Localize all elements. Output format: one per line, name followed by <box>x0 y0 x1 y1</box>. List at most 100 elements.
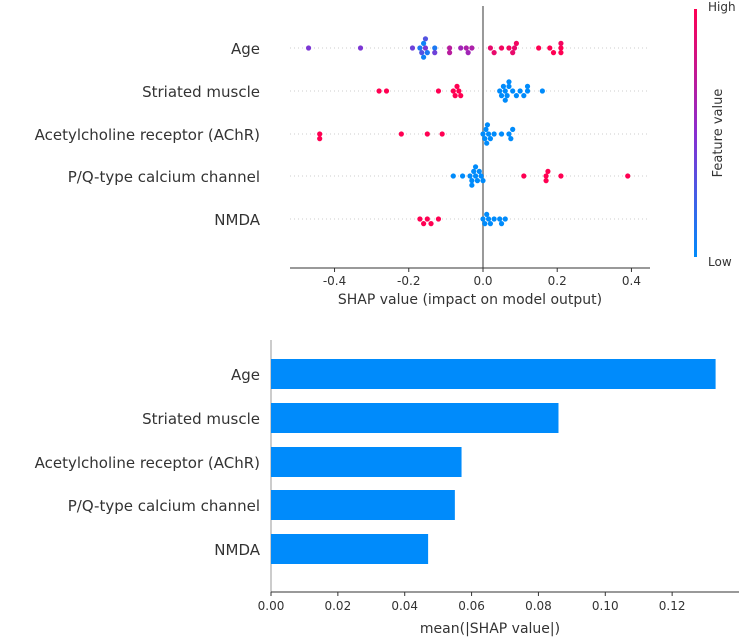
shap-point <box>417 45 423 51</box>
shap-point <box>502 88 508 94</box>
category-label: P/Q-type calcium channel <box>68 497 260 515</box>
shap-point <box>536 45 542 51</box>
shap-point <box>502 97 508 103</box>
shap-point <box>471 168 477 174</box>
shap-point <box>543 173 549 179</box>
shap-point <box>421 221 427 227</box>
shap-point <box>498 45 505 51</box>
shap-point <box>497 88 503 94</box>
shap-point <box>558 40 564 47</box>
x-tick-label: 0.10 <box>592 599 619 613</box>
shap-point <box>469 178 475 184</box>
shap-point <box>484 211 490 217</box>
shap-point <box>417 216 423 222</box>
shap-point <box>421 54 427 60</box>
shap-point <box>511 45 518 51</box>
feature-label: Age <box>231 40 260 58</box>
shap-point <box>432 45 438 51</box>
shap-point <box>305 45 312 51</box>
shap-point <box>432 50 438 56</box>
shap-point <box>458 93 464 99</box>
x-tick-label: 0.08 <box>525 599 552 613</box>
x-tick-label: -0.2 <box>397 274 420 288</box>
shap-point <box>317 136 323 142</box>
shap-point <box>483 126 489 132</box>
shap-point <box>424 131 430 137</box>
colorbar <box>694 9 697 257</box>
feature-label: Acetylcholine receptor (AChR) <box>35 126 260 144</box>
shap-point <box>480 216 486 222</box>
shap-point <box>469 182 475 188</box>
x-tick-label: -0.4 <box>323 274 346 288</box>
bar <box>271 359 716 389</box>
feature-label: NMDA <box>214 211 260 229</box>
beeswarm-plot: Age Striated muscle Acetylcholine receptor… <box>35 0 736 308</box>
shap-point <box>357 45 364 51</box>
shap-point <box>456 88 462 94</box>
shap-point <box>500 83 507 89</box>
x-tick-label: 0.0 <box>473 274 492 288</box>
shap-point <box>472 164 479 170</box>
feature-label: P/Q-type calcium channel <box>68 168 260 186</box>
shap-point <box>517 88 523 94</box>
x-tick-label: 0.02 <box>324 599 351 613</box>
colorbar-high-label: High <box>708 0 736 14</box>
shap-point <box>450 173 456 179</box>
shap-point <box>625 173 631 179</box>
x-tick-label: 0.12 <box>659 599 686 613</box>
shap-point <box>558 50 564 56</box>
bar <box>271 534 429 564</box>
shap-point <box>424 50 430 56</box>
shap-point <box>497 216 503 222</box>
colorbar-label: Feature value <box>711 89 726 178</box>
category-label: Striated muscle <box>142 410 260 428</box>
shap-point <box>317 131 323 137</box>
shap-point <box>545 168 551 174</box>
shap-point <box>491 50 497 56</box>
shap-point <box>435 216 442 222</box>
x-tick-label: 0.00 <box>258 599 285 613</box>
shap-point <box>459 173 466 179</box>
shap-point <box>446 50 453 56</box>
shap-point <box>524 83 531 89</box>
shap-point <box>484 122 491 128</box>
bar <box>271 447 462 477</box>
shap-point <box>498 131 505 137</box>
shap-point <box>510 126 516 132</box>
shap-point <box>508 136 514 142</box>
shap-point <box>510 88 516 94</box>
shap-point <box>398 131 404 137</box>
shap-point <box>480 178 486 184</box>
category-label: Age <box>231 366 260 384</box>
shap-point <box>521 93 527 99</box>
shap-point <box>422 36 429 42</box>
shap-point <box>446 45 453 51</box>
shap-point <box>485 216 492 222</box>
shap-point <box>419 50 425 56</box>
shap-point <box>539 88 545 94</box>
shap-point <box>498 221 505 227</box>
shap-point <box>506 79 512 85</box>
shap-point <box>467 173 473 179</box>
shap-point <box>476 168 482 174</box>
shap-point <box>504 93 510 99</box>
shap-point <box>439 131 445 137</box>
shap-point <box>487 45 494 51</box>
shap-point <box>524 88 531 94</box>
shap-point <box>383 88 390 94</box>
x-tick-label: 0.06 <box>458 599 485 613</box>
bar <box>271 403 559 433</box>
shap-point <box>510 50 516 56</box>
shap-point <box>521 173 527 179</box>
x-tick-label: 0.4 <box>622 274 641 288</box>
shap-point <box>491 131 497 137</box>
shap-point <box>472 173 479 179</box>
shap-point <box>558 45 564 51</box>
shap-point <box>463 45 469 51</box>
shap-point <box>543 178 549 184</box>
x-tick-label: 0.04 <box>391 599 418 613</box>
x-tick-label: 0.2 <box>548 274 567 288</box>
shap-point <box>513 40 519 47</box>
shap-point <box>478 173 484 179</box>
